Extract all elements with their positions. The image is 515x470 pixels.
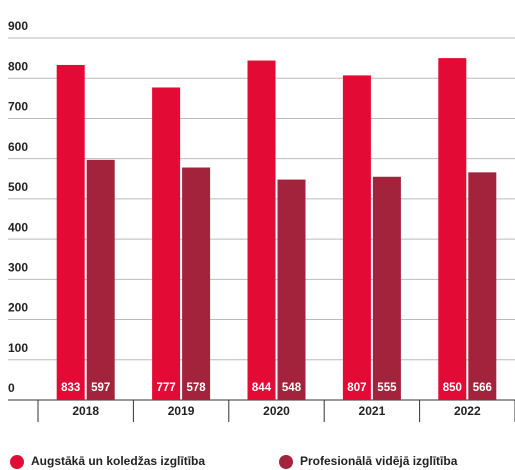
y-tick-label: 0 (8, 381, 15, 395)
y-tick-label: 700 (8, 100, 28, 114)
legend-label: Profesionālā vidējā izglītība (300, 454, 458, 468)
value-label: 777 (157, 382, 176, 394)
y-tick-label: 100 (8, 341, 28, 355)
y-tick-label: 900 (8, 19, 28, 33)
y-tick-label: 400 (8, 220, 28, 234)
x-tick-label: 2018 (72, 404, 99, 418)
y-tick-label: 500 (8, 180, 28, 194)
x-tick-label: 2019 (168, 404, 195, 418)
y-tick-label: 800 (8, 59, 28, 73)
bar (468, 172, 497, 400)
bar (56, 64, 85, 401)
value-label: 597 (91, 382, 110, 394)
y-tick-label: 600 (8, 140, 28, 154)
value-label: 548 (282, 382, 302, 394)
legend-swatch (279, 455, 293, 469)
bar (182, 167, 211, 400)
x-tick-label: 2022 (454, 404, 481, 418)
value-label: 850 (443, 382, 462, 394)
value-label: 844 (252, 382, 272, 394)
legend-swatch (10, 455, 24, 469)
bar (247, 60, 276, 400)
bar (438, 58, 467, 400)
bar (372, 176, 401, 400)
x-tick-label: 2020 (263, 404, 290, 418)
bar (342, 75, 371, 400)
bar (277, 179, 306, 400)
bar (152, 87, 181, 401)
x-tick-label: 2021 (359, 404, 386, 418)
y-tick-label: 200 (8, 301, 28, 315)
bar (86, 159, 115, 400)
value-label: 555 (377, 382, 397, 394)
value-label: 807 (347, 382, 366, 394)
y-tick-label: 300 (8, 261, 28, 275)
value-label: 566 (473, 382, 492, 394)
value-label: 578 (187, 382, 207, 394)
value-label: 833 (61, 382, 80, 394)
legend-label: Augstākā un koledžas izglītība (31, 454, 205, 468)
